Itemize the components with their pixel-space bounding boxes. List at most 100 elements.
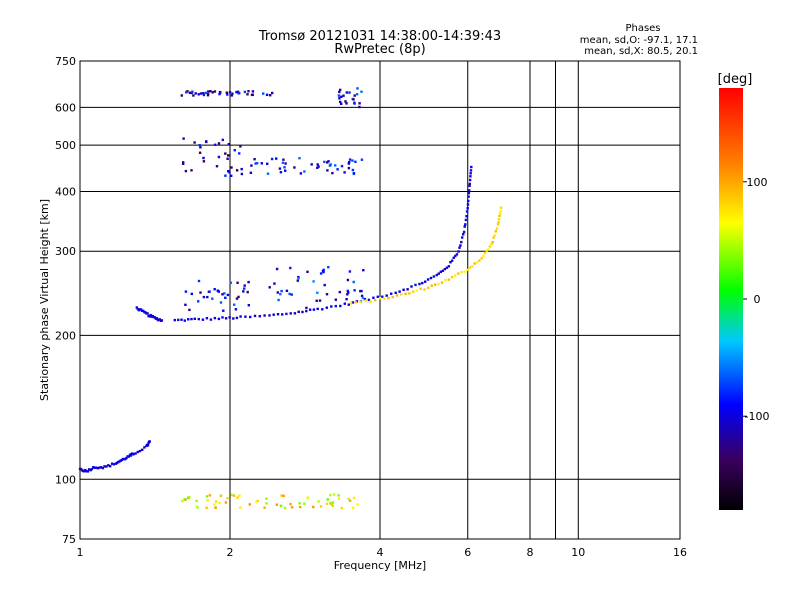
cluster-point — [243, 287, 246, 290]
trace-point — [480, 257, 483, 260]
trace-point — [92, 466, 95, 469]
trace-point — [87, 468, 91, 471]
cluster-point — [356, 503, 359, 506]
cluster-point — [340, 506, 344, 510]
trace-point — [239, 315, 242, 318]
trace-point — [457, 250, 460, 253]
trace-point — [96, 467, 100, 470]
cluster-point — [331, 501, 335, 504]
cluster-point — [248, 503, 251, 506]
trace-point — [447, 278, 451, 281]
cluster-point — [265, 497, 268, 500]
cluster-point — [202, 295, 206, 299]
cluster-point — [193, 141, 196, 144]
trace-point — [498, 212, 502, 216]
cluster-point — [254, 162, 257, 165]
cluster-point — [340, 102, 343, 105]
trace-point — [464, 223, 467, 226]
trace-point — [143, 446, 146, 449]
cluster-point — [183, 498, 186, 501]
cluster-point — [312, 505, 315, 509]
trace-point — [454, 274, 457, 277]
trace-point — [485, 249, 488, 253]
trace-point — [434, 283, 437, 286]
trace-point — [468, 182, 471, 186]
trace-point — [363, 297, 367, 301]
cluster-point — [204, 91, 208, 94]
y-tick-label: 750 — [55, 55, 76, 68]
cluster-point — [337, 494, 340, 497]
trace-point — [487, 248, 490, 251]
cluster-point — [352, 280, 355, 284]
cluster-point — [334, 164, 337, 167]
trace-point — [118, 460, 121, 463]
cluster-point — [232, 494, 236, 497]
trace-point — [466, 203, 470, 206]
trace-point — [490, 242, 493, 245]
grid-lines — [80, 61, 680, 539]
cluster-point — [330, 502, 333, 506]
colorbar-ticks: 100 0 -100 — [743, 176, 769, 423]
cluster-point — [190, 169, 193, 172]
trace-point — [158, 318, 162, 321]
trace-point — [450, 259, 454, 262]
cluster-point — [198, 144, 201, 147]
cluster-point — [321, 269, 325, 273]
y-tick-label: 75 — [62, 533, 76, 546]
cluster-point — [215, 165, 219, 168]
cluster-point — [266, 162, 269, 165]
cluster-point — [325, 293, 329, 296]
trace-point — [458, 246, 461, 249]
cluster-point — [347, 162, 350, 165]
trace-point — [495, 227, 499, 230]
x-tick-label: 16 — [673, 546, 687, 559]
trace-point — [193, 317, 196, 320]
trace-point — [400, 293, 403, 296]
trace-point — [462, 230, 466, 234]
trace-point — [112, 463, 116, 466]
trace-point — [249, 315, 252, 319]
cluster-point — [268, 286, 271, 289]
cluster-point — [235, 90, 238, 94]
cluster-point — [289, 266, 292, 270]
trace-point — [493, 234, 496, 237]
trace-point — [467, 191, 471, 195]
cluster-point — [346, 293, 349, 296]
trace-point — [411, 290, 415, 293]
cluster-point — [235, 297, 239, 300]
trace-point — [394, 291, 397, 294]
cluster-point — [327, 266, 330, 269]
trace-point — [372, 296, 375, 299]
cluster-point — [360, 294, 364, 298]
trace-point — [462, 233, 465, 236]
cluster-point — [249, 171, 253, 174]
cluster-point — [197, 300, 200, 303]
cluster-point — [211, 297, 214, 300]
cluster-point — [340, 95, 343, 98]
y-axis-ticks: 75 100 200 300 400 500 600 750 — [55, 55, 76, 546]
cluster-point — [331, 504, 334, 508]
cluster-point — [306, 270, 309, 273]
cluster-point — [194, 92, 197, 95]
cluster-point — [190, 292, 193, 296]
trace-point — [427, 286, 430, 290]
cluster-point — [348, 161, 351, 164]
cluster-point — [223, 292, 226, 295]
trace-point — [297, 310, 300, 313]
trace-point — [381, 295, 384, 298]
trace-point — [330, 305, 333, 308]
trace-point — [454, 254, 457, 258]
trace-point — [359, 300, 362, 304]
trace-point — [149, 313, 152, 317]
trace-point — [492, 236, 495, 239]
cluster-point — [354, 160, 357, 163]
cluster-point — [206, 94, 210, 97]
cluster-point — [243, 90, 247, 94]
cluster-point — [344, 100, 347, 103]
trace-point — [107, 464, 110, 467]
cluster-point — [279, 171, 283, 174]
trace-point — [449, 261, 452, 264]
trace-point — [253, 314, 257, 318]
cluster-point — [348, 270, 352, 273]
trace-point — [334, 304, 337, 308]
